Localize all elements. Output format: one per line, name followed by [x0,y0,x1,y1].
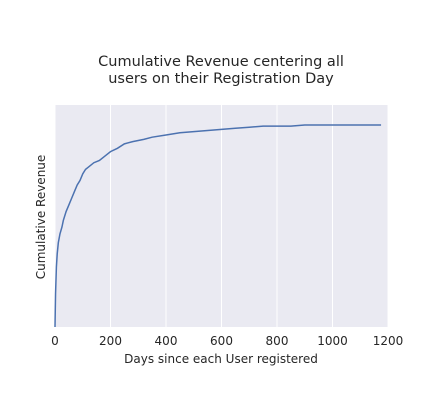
series-line-cumulative-revenue [54,124,382,328]
chart-title-line-2: users on their Registration Day [108,71,334,87]
grid-lines [54,105,389,327]
x-tick-label: 800 [266,334,289,348]
x-tick-label: 200 [99,334,122,348]
x-axis-label: Days since each User registered [124,352,318,366]
chart-title-line-1: Cumulative Revenue centering all [98,54,344,70]
y-axis-label: Cumulative Revenue [34,155,48,280]
x-tick-label: 400 [155,334,178,348]
x-tick-label: 600 [210,334,233,348]
x-axis-ticks: 0 200 400 600 800 1000 1200 [51,334,403,348]
x-tick-label: 0 [51,334,59,348]
x-tick-label: 1000 [317,334,348,348]
x-tick-label: 1200 [373,334,404,348]
